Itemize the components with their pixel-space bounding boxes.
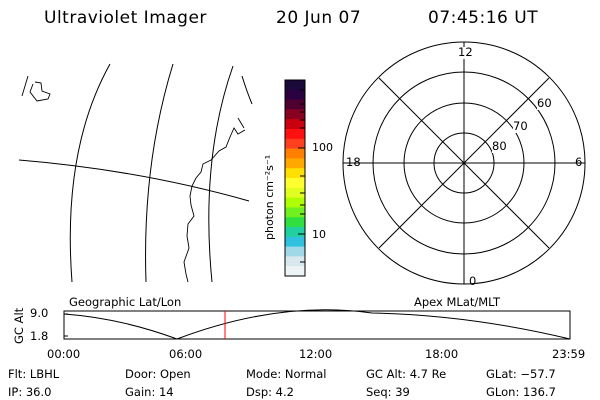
- color-bar-segment: [285, 158, 305, 169]
- status-gain: Gain: 14: [125, 385, 174, 399]
- status-dsp: Dsp: 4.2: [246, 385, 294, 399]
- mlat-label-80: 80: [492, 139, 507, 153]
- status-mode: Mode: Normal: [246, 367, 327, 381]
- timeline-x-tick-2359: 23:59: [552, 347, 586, 361]
- timeline-frame: [63, 310, 571, 340]
- color-bar-unit-label: photon cm⁻²s⁻¹: [263, 154, 276, 240]
- mlt-label-18: 18: [346, 155, 361, 169]
- coastline: [21, 75, 246, 283]
- timeline-y-tick-min: 1.8: [30, 329, 49, 343]
- color-bar-segment: [285, 207, 305, 218]
- polar-plot: [342, 41, 586, 285]
- color-bar-segment: [285, 119, 305, 130]
- color-bar-segment: [285, 266, 305, 277]
- status-filter: Flt: LBHL: [8, 367, 60, 381]
- color-bar-segment: [285, 109, 305, 120]
- altitude-curve: [63, 309, 571, 340]
- timeline-x-tick-0000: 00:00: [47, 347, 81, 361]
- color-bar-ticks: [298, 89, 305, 263]
- timeline-x-tick-0600: 06:00: [169, 347, 203, 361]
- longitude-line-1: [69, 63, 111, 283]
- color-bar-segment: [285, 99, 305, 110]
- mlat-label-70: 70: [513, 119, 528, 133]
- timeline-x-tick-1200: 12:00: [299, 347, 333, 361]
- longitude-line-2: [145, 63, 174, 283]
- status-glat: GLat: −57.7: [486, 367, 556, 381]
- color-bar-segment: [285, 227, 305, 238]
- status-seq: Seq: 39: [366, 385, 410, 399]
- timeline-x-tick-1800: 18:00: [425, 347, 459, 361]
- header-time: 07:45:16 UT: [428, 8, 539, 28]
- instrument-title: Ultraviolet Imager: [44, 8, 207, 28]
- geographic-panel-label: Geographic Lat/Lon: [69, 295, 182, 309]
- color-bar-segment: [285, 138, 305, 150]
- coastline-island: [21, 75, 51, 102]
- status-gc-alt: GC Alt: 4.7 Re: [366, 367, 447, 381]
- color-bar-segment: [285, 89, 305, 101]
- color-bar-segment: [285, 178, 305, 189]
- color-bar-segment: [285, 217, 305, 228]
- color-bar-tick-100: 100: [312, 141, 333, 154]
- polar-diagonal-2: [378, 77, 550, 249]
- color-bar-frame: [284, 79, 306, 277]
- coastline-edge: [237, 117, 245, 129]
- longitude-line-4: [241, 75, 253, 105]
- color-bar-segment: [285, 197, 305, 208]
- color-bar-segment: [285, 256, 305, 267]
- header-date: 20 Jun 07: [276, 8, 362, 28]
- status-glon: GLon: 136.7: [486, 385, 556, 399]
- mlt-label-12: 12: [458, 45, 473, 59]
- timeline-y-tick-max: 9.0: [30, 306, 49, 320]
- mlat-label-60: 60: [537, 96, 552, 110]
- status-door: Door: Open: [125, 367, 191, 381]
- color-bar-segment: [285, 246, 305, 257]
- color-bar: [285, 80, 305, 277]
- color-bar-segment: [285, 148, 305, 159]
- color-bar-segment: [285, 80, 305, 91]
- color-bar-segment: [285, 168, 305, 179]
- latitude-line: [18, 159, 250, 202]
- color-bar-tick-10: 10: [312, 228, 326, 241]
- mlt-label-0: 0: [469, 274, 477, 288]
- color-bar-segment: [285, 236, 305, 248]
- color-bar-segment: [285, 187, 305, 199]
- geographic-grid: [18, 63, 253, 283]
- apex-panel-label: Apex MLat/MLT: [414, 295, 501, 309]
- timeline-axis-label: GC Alt: [12, 307, 26, 344]
- coastline-mainland: [183, 127, 246, 283]
- color-bar-segment: [285, 129, 305, 140]
- status-ip: IP: 36.0: [8, 385, 52, 399]
- timeline-y-ticks: [64, 313, 68, 337]
- longitude-line-3: [208, 65, 234, 283]
- mlt-label-6: 6: [575, 155, 583, 169]
